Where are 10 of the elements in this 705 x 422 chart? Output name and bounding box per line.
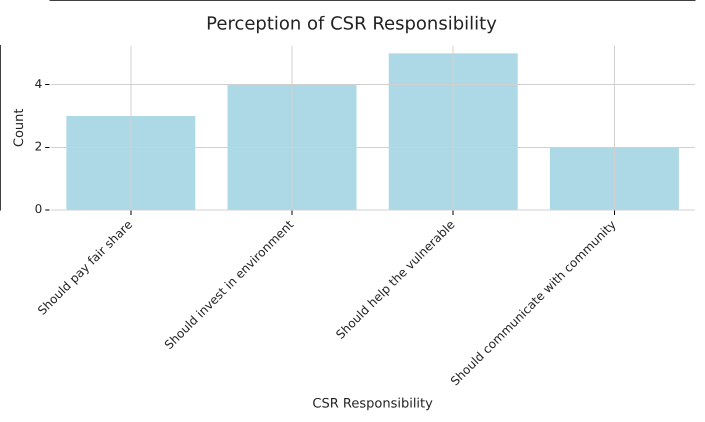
bar bbox=[228, 84, 356, 210]
bar bbox=[550, 147, 679, 210]
chart-title: Perception of CSR Responsibility bbox=[206, 13, 498, 34]
y-tick-label: 0 bbox=[34, 202, 42, 216]
bar bbox=[388, 53, 518, 210]
y-tick-label: 4 bbox=[34, 76, 42, 91]
x-axis-title: CSR Responsibility bbox=[312, 396, 434, 412]
bar bbox=[66, 116, 196, 210]
y-axis-title: Count bbox=[12, 108, 28, 148]
y-tick-label: 2 bbox=[34, 139, 42, 154]
